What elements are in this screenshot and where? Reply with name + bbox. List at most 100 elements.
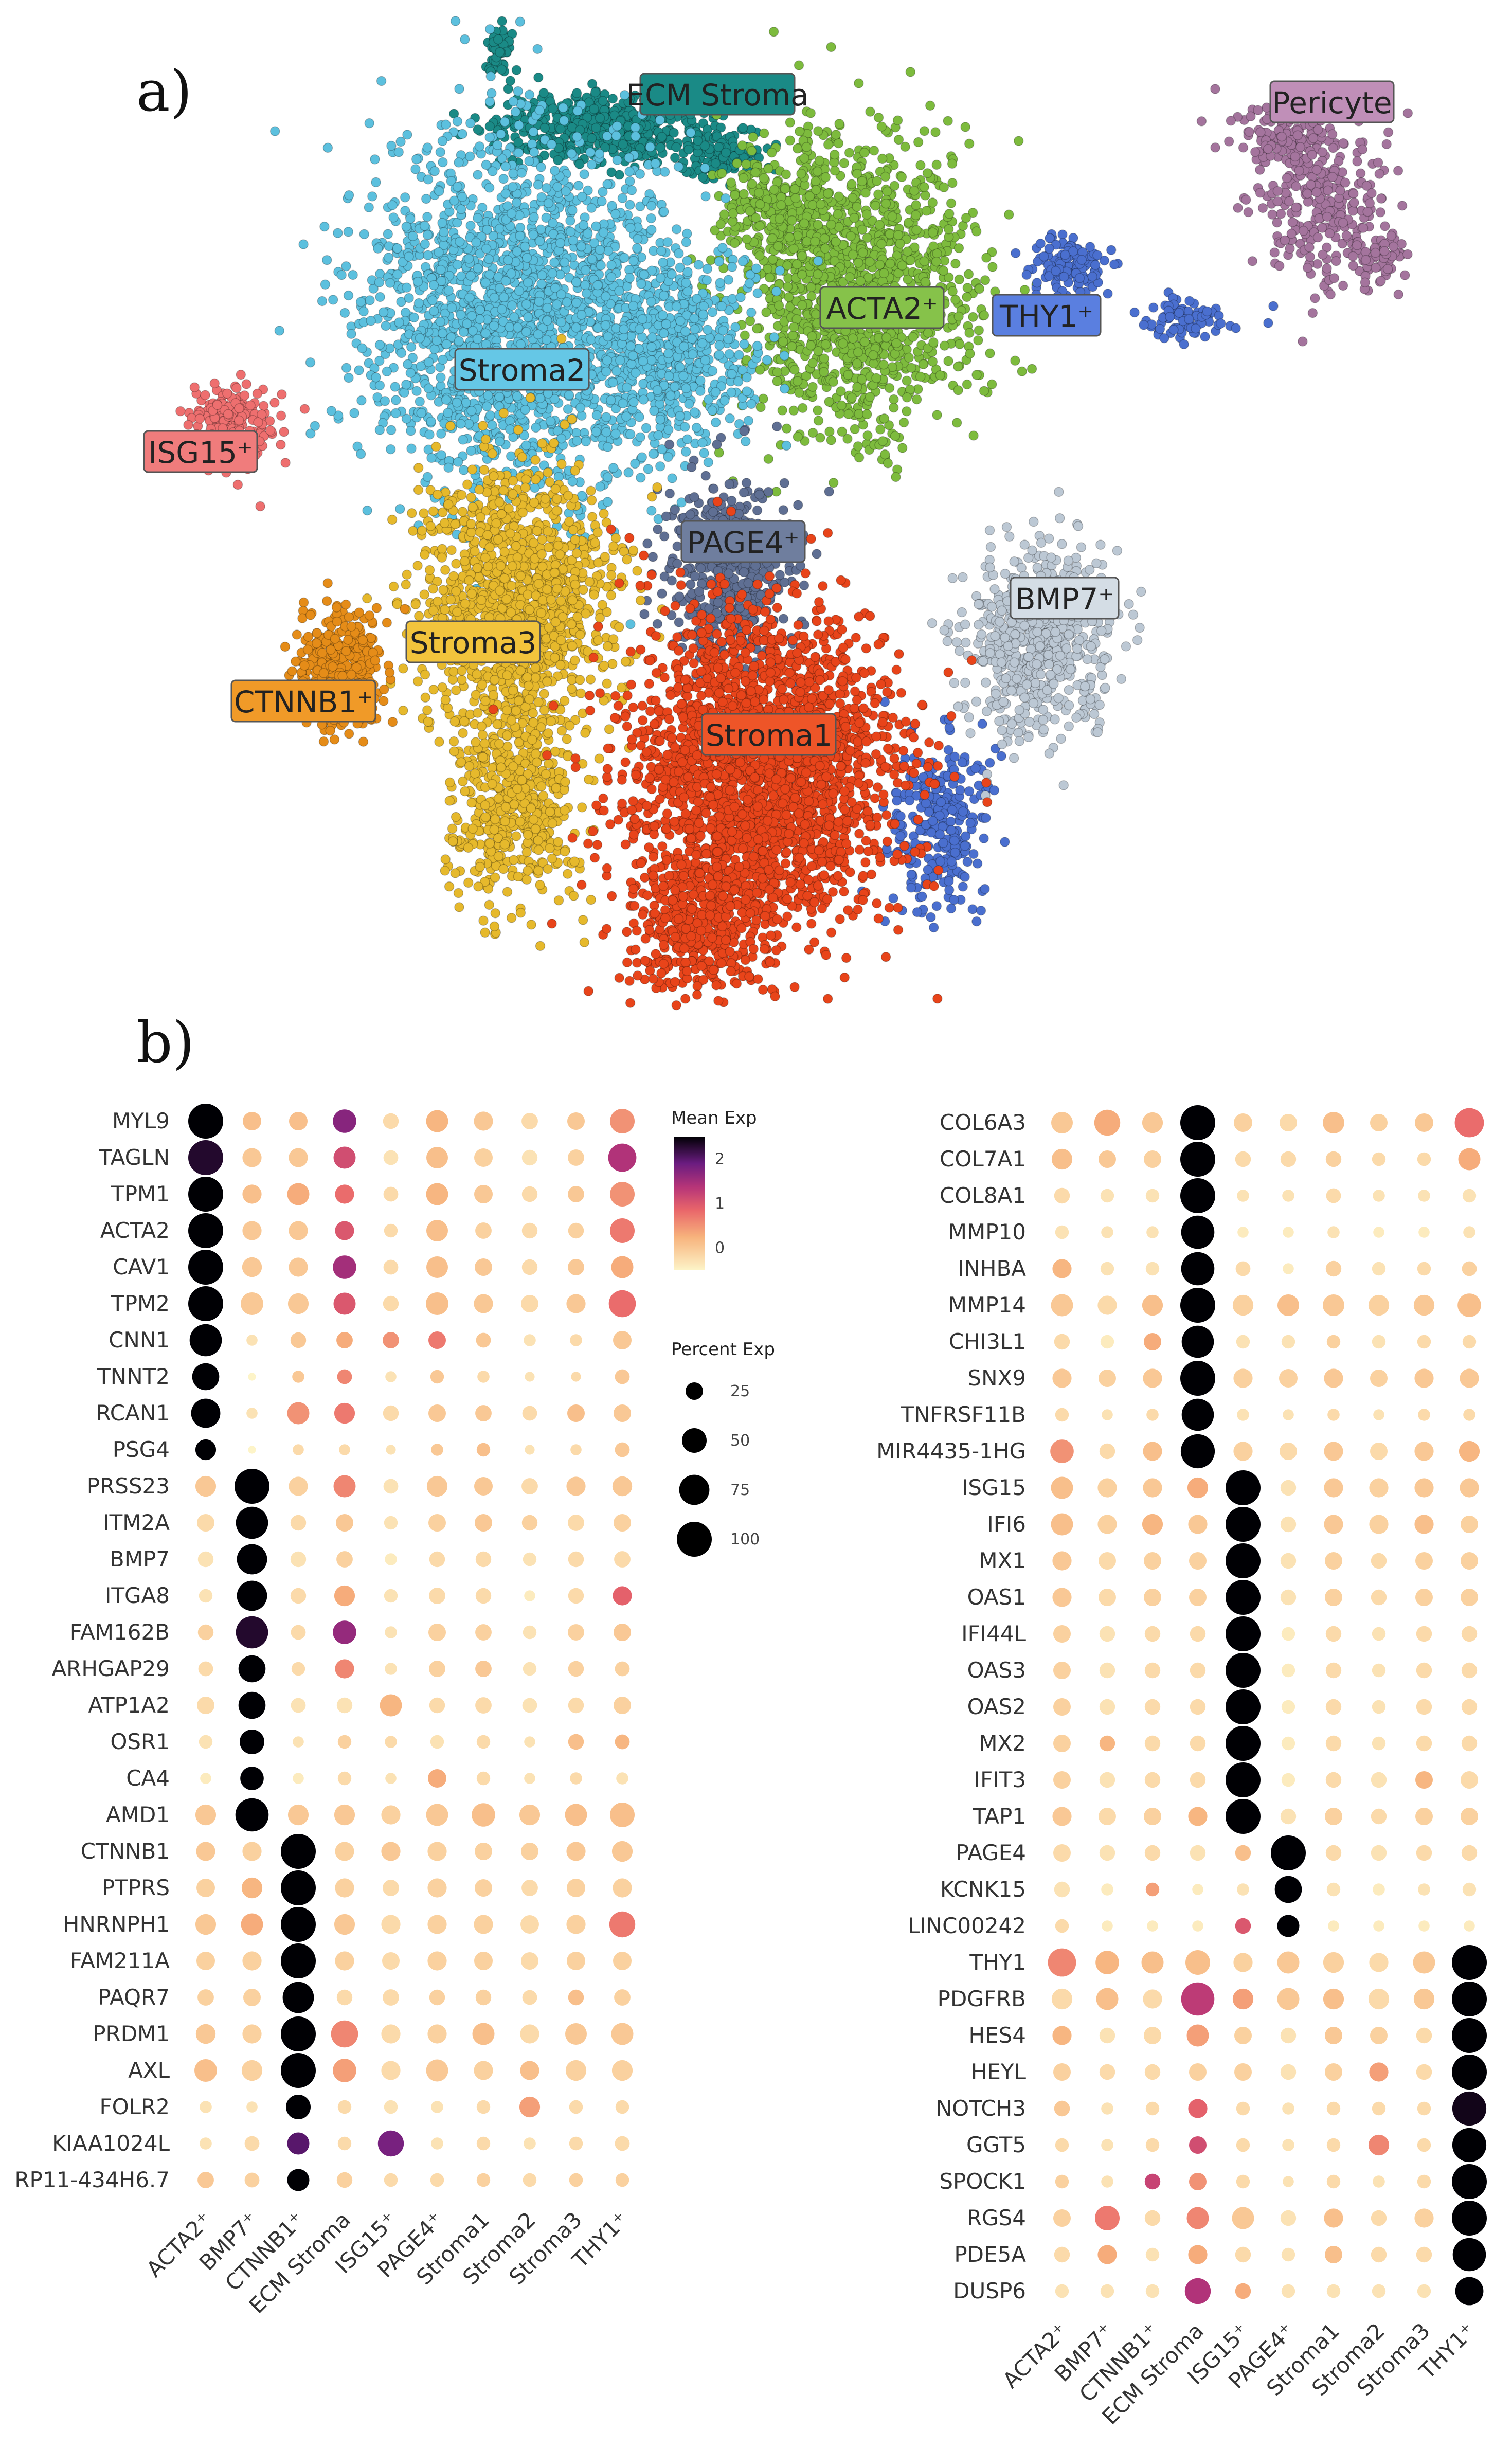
umap-point <box>542 303 553 313</box>
umap-point <box>506 268 516 279</box>
umap-point <box>1290 151 1301 162</box>
umap-point <box>624 273 635 283</box>
umap-point <box>875 424 886 435</box>
umap-point <box>836 386 846 397</box>
umap-point <box>962 379 973 390</box>
umap-point <box>319 221 330 232</box>
umap-point <box>830 165 840 176</box>
umap-point <box>454 84 464 94</box>
umap-point <box>533 329 544 339</box>
umap-point <box>1347 251 1358 262</box>
umap-point <box>1295 142 1306 152</box>
umap-point <box>1019 284 1030 295</box>
umap-point <box>897 260 908 271</box>
umap-point <box>752 288 763 298</box>
umap-point <box>1044 243 1055 254</box>
umap-point <box>796 169 806 179</box>
umap-point <box>670 152 680 163</box>
umap-point <box>1013 136 1024 146</box>
umap-point <box>943 356 953 366</box>
umap-point <box>968 430 979 441</box>
umap-point <box>1174 308 1184 318</box>
umap-point <box>488 166 498 176</box>
umap-point <box>392 243 403 254</box>
umap-point <box>943 224 954 235</box>
umap-point <box>693 135 703 146</box>
umap-point <box>1302 188 1312 199</box>
umap-point <box>905 67 916 77</box>
umap-point <box>807 382 818 392</box>
umap-point <box>555 124 566 134</box>
umap-point <box>374 425 385 435</box>
umap-point <box>581 436 591 447</box>
umap-point <box>865 392 875 402</box>
umap-point <box>1076 255 1087 265</box>
umap-point <box>606 260 617 271</box>
umap-point <box>979 833 989 844</box>
umap-point <box>726 177 736 188</box>
umap-point <box>1244 127 1254 137</box>
umap-point <box>815 433 825 443</box>
umap-point <box>1148 302 1159 313</box>
umap-point <box>759 173 769 184</box>
umap-point <box>1376 193 1387 204</box>
umap-point <box>950 294 961 305</box>
umap-point <box>921 206 932 216</box>
umap-point <box>400 192 410 203</box>
umap-point <box>963 269 974 279</box>
umap-point <box>1139 320 1149 330</box>
umap-point <box>1247 256 1258 266</box>
umap-point <box>683 144 694 155</box>
umap-point <box>424 429 435 440</box>
umap-point <box>1397 201 1408 211</box>
umap-point <box>752 323 762 334</box>
umap-point <box>1233 203 1243 213</box>
umap-point <box>1302 262 1313 273</box>
umap-point <box>320 279 331 290</box>
umap-point <box>269 126 280 136</box>
umap-point <box>794 387 804 398</box>
umap-point <box>1338 138 1348 149</box>
umap-point <box>346 329 356 339</box>
umap-point <box>820 172 831 183</box>
umap-point <box>852 358 862 369</box>
umap-point <box>401 221 411 232</box>
umap-point <box>618 139 628 150</box>
umap-point <box>721 148 731 158</box>
umap-point <box>880 171 891 182</box>
umap-point <box>902 246 913 257</box>
umap-point <box>717 168 727 178</box>
umap-point <box>1370 247 1381 258</box>
umap-point <box>881 332 892 343</box>
umap-point <box>746 146 757 156</box>
umap-point <box>892 115 903 125</box>
umap-point <box>931 901 942 911</box>
umap-point <box>819 233 830 244</box>
umap-point <box>888 893 898 904</box>
umap-point <box>364 202 374 213</box>
umap-point <box>435 316 446 327</box>
umap-point <box>590 87 601 98</box>
umap-point <box>750 167 761 178</box>
umap-point <box>857 176 867 187</box>
umap-point <box>781 423 792 434</box>
umap-point <box>797 269 807 280</box>
umap-point <box>513 86 523 97</box>
umap-point <box>427 295 438 305</box>
umap-point <box>890 431 901 441</box>
umap-point <box>438 157 448 168</box>
umap-point <box>913 137 924 148</box>
umap-point <box>857 247 868 258</box>
umap-point <box>1286 228 1297 239</box>
umap-point <box>968 849 979 859</box>
umap-point <box>853 258 863 268</box>
umap-point <box>409 312 419 323</box>
umap-point <box>931 159 942 170</box>
umap-point <box>443 462 454 473</box>
umap-point <box>429 166 440 176</box>
umap-point <box>844 148 855 158</box>
umap-point <box>834 191 844 202</box>
umap-point <box>833 138 844 149</box>
umap-point <box>920 277 931 287</box>
umap-point <box>436 450 446 460</box>
